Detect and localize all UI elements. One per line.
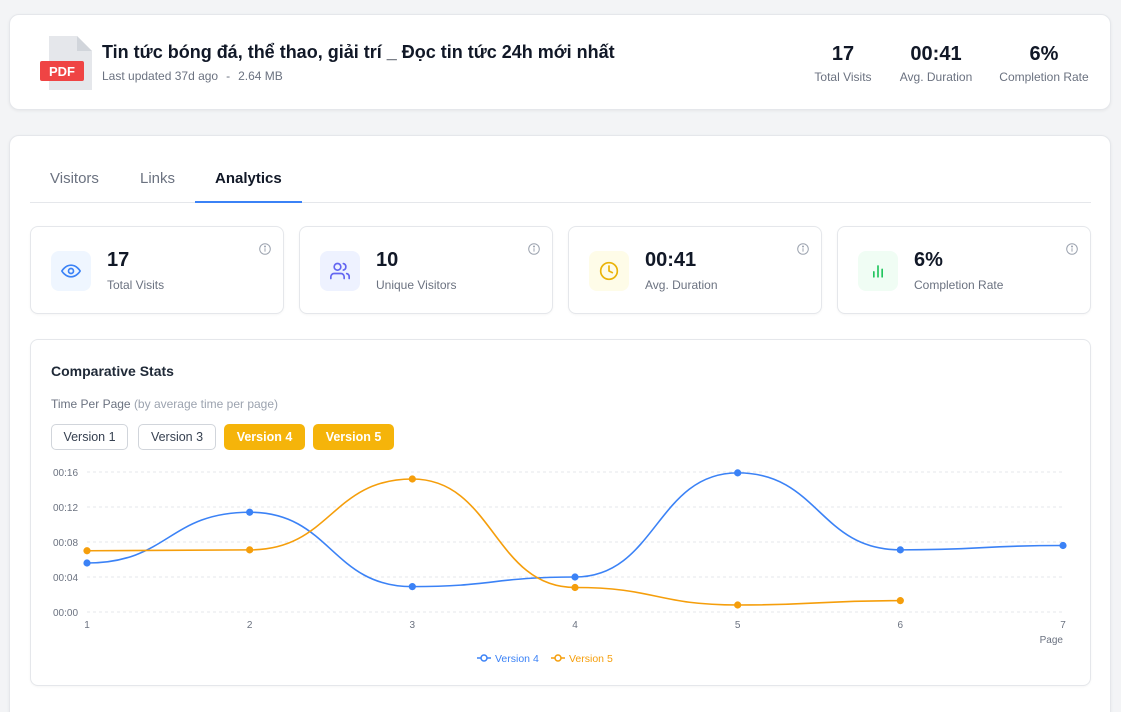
x-tick-label: 3 (410, 620, 416, 631)
eye-icon (51, 251, 91, 291)
data-point (734, 601, 742, 609)
document-header: PDF Tin tức bóng đá, thể thao, giải trí … (9, 14, 1111, 110)
info-icon[interactable] (797, 243, 809, 255)
x-tick-label: 1 (84, 620, 90, 631)
data-point (896, 546, 904, 554)
y-tick-label: 00:04 (53, 573, 78, 584)
stat-card-avg-duration: 00:41 Avg. Duration (568, 226, 822, 314)
x-tick-label: 4 (572, 620, 578, 631)
info-icon[interactable] (528, 243, 540, 255)
last-updated: Last updated 37d ago (102, 69, 219, 83)
file-size: 2.64 MB (238, 69, 283, 83)
header-stat-label: Total Visits (814, 70, 872, 84)
version-1-button[interactable]: Version 1 (51, 424, 128, 450)
stat-label: Unique Visitors (376, 278, 457, 292)
stat-label: Avg. Duration (645, 278, 718, 292)
tab-analytics[interactable]: Analytics (195, 170, 302, 203)
stat-value: 00:41 (645, 249, 697, 271)
x-axis-label: Page (1040, 635, 1064, 646)
bar-chart-icon (858, 251, 898, 291)
series-line (86, 472, 1064, 588)
y-tick-label: 00:00 (53, 608, 78, 619)
y-tick-label: 00:08 (53, 538, 78, 549)
data-point (83, 559, 91, 567)
data-point (1059, 541, 1067, 550)
document-meta: Last updated 37d ago -2.64 MB (102, 69, 283, 83)
data-point (246, 546, 254, 554)
data-point (571, 583, 579, 592)
chart-legend: Version 4 Version 5 (477, 653, 613, 665)
header-stat-value: 17 (831, 43, 855, 65)
data-point (408, 583, 416, 591)
data-point (734, 469, 742, 477)
users-icon (320, 251, 360, 291)
header-stat-value: 00:41 (910, 43, 962, 65)
version-4-button[interactable]: Version 4 (224, 424, 305, 450)
stat-card-completion-rate: 6% Completion Rate (837, 226, 1091, 314)
version-3-button[interactable]: Version 3 (138, 424, 216, 450)
comparative-stats-card: Comparative Stats Time Per Page (by aver… (30, 339, 1091, 686)
header-stat-value: 6% (1029, 43, 1059, 65)
x-tick-label: 5 (735, 620, 741, 631)
analytics-panel: Visitors Links Analytics 17 Total Visits… (9, 135, 1111, 712)
pdf-file-icon: PDF (40, 36, 92, 90)
tab-visitors[interactable]: Visitors (50, 170, 99, 187)
clock-icon (589, 251, 629, 291)
data-point (408, 475, 416, 483)
stat-label: Total Visits (107, 278, 165, 292)
header-stat-avg-duration: 00:41 Avg. Duration (896, 43, 976, 84)
data-point (246, 508, 254, 516)
legend-label: Version 5 (569, 653, 613, 665)
info-icon[interactable] (259, 243, 271, 255)
data-point (83, 547, 91, 555)
chart-panel-title: Comparative Stats (51, 363, 174, 379)
legend-label: Version 4 (495, 653, 539, 665)
legend-marker (480, 654, 488, 662)
document-title: Tin tức bóng đá, thể thao, giải trí _ Đọ… (102, 42, 615, 62)
version-5-button[interactable]: Version 5 (313, 424, 394, 450)
meta-separator: - (226, 69, 231, 83)
pdf-badge-text: PDF (49, 64, 75, 79)
stat-card-total-visits: 17 Total Visits (30, 226, 284, 314)
y-tick-label: 00:12 (53, 503, 78, 514)
time-per-page-chart: 00:00 00:04 00:08 00:12 00:16 1 2 3 4 5 6 7 Page V… (53, 468, 1067, 665)
stat-card-unique-visitors: 10 Unique Visitors (299, 226, 553, 314)
header-stat-completion-rate: 6% Completion Rate (996, 43, 1092, 84)
tab-bar: Visitors Links Analytics (30, 160, 1091, 203)
header-stat-label: Avg. Duration (899, 70, 973, 84)
x-tick-label: 6 (898, 620, 904, 631)
stat-label: Completion Rate (914, 278, 1004, 292)
data-point (896, 597, 904, 605)
data-point (571, 573, 579, 581)
tab-links[interactable]: Links (140, 170, 176, 187)
stat-value: 10 (376, 249, 399, 271)
x-tick-label: 7 (1060, 620, 1066, 631)
y-tick-label: 00:16 (53, 468, 78, 479)
stat-value: 17 (107, 249, 130, 271)
chart-panel-subtitle: Time Per Page (by average time per page) (51, 397, 278, 411)
header-stat-label: Completion Rate (999, 70, 1089, 84)
subtitle-text: Time Per Page (51, 397, 131, 411)
x-tick-label: 2 (247, 620, 253, 631)
header-stat-total-visits: 17 Total Visits (812, 43, 874, 84)
stat-value: 6% (914, 249, 943, 271)
legend-marker (554, 654, 562, 662)
subtitle-note: (by average time per page) (133, 397, 279, 411)
info-icon[interactable] (1066, 243, 1078, 255)
